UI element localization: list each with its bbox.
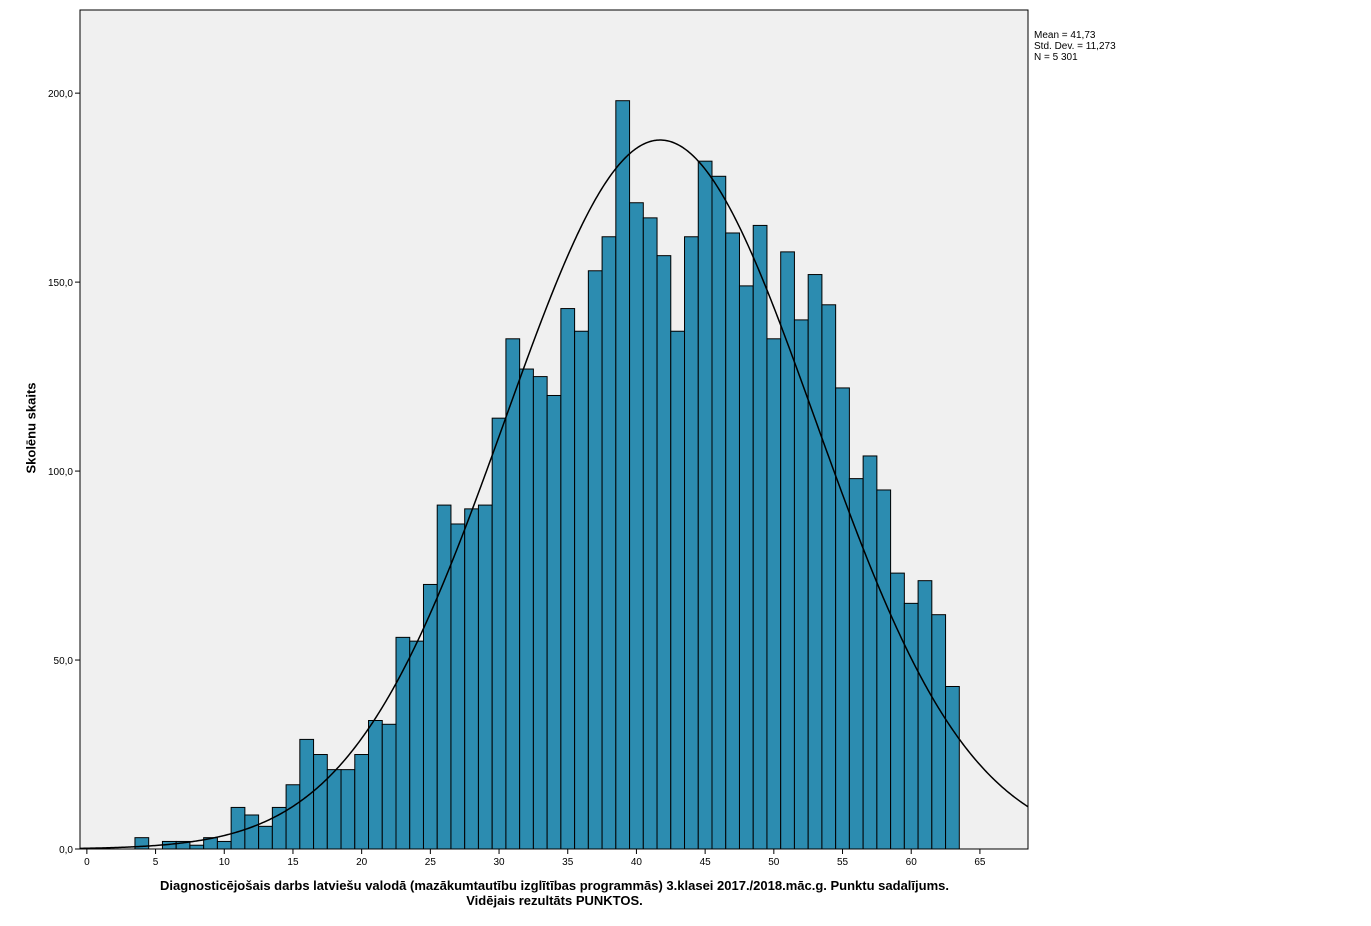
y-tick-label: 100,0	[48, 467, 73, 478]
histogram-bar	[189, 844, 205, 850]
histogram-bar	[725, 232, 740, 850]
histogram-bar	[326, 769, 342, 850]
y-axis: 0,0 50,0 100,0 150,0 200,0	[48, 89, 80, 856]
stats-n: N = 5 301	[1034, 52, 1078, 63]
histogram-bar	[450, 523, 466, 850]
histogram-bar	[354, 754, 370, 850]
histogram-bar	[546, 394, 562, 850]
histogram-bar	[230, 806, 246, 850]
histogram-bar	[752, 224, 768, 850]
x-axis-title-line1: Diagnosticējošais darbs latviešu valodā …	[160, 878, 949, 893]
x-tick-label: 5	[153, 857, 159, 868]
x-tick-label: 60	[906, 857, 918, 868]
histogram-bar	[903, 602, 919, 850]
histogram-bar	[766, 338, 782, 850]
stats-mean: Mean = 41,73	[1034, 30, 1096, 41]
histogram-bar	[738, 285, 754, 850]
histogram-bar	[642, 217, 658, 850]
histogram-bar	[793, 319, 809, 850]
x-tick-label: 55	[837, 857, 849, 868]
histogram-bar	[216, 840, 232, 850]
histogram-bar	[134, 837, 150, 850]
y-tick-label: 200,0	[48, 89, 73, 100]
x-tick-label: 45	[700, 857, 712, 868]
x-tick-label: 15	[287, 857, 299, 868]
histogram-bar	[890, 572, 905, 850]
histogram-bar	[409, 640, 424, 850]
histogram-bar	[835, 387, 850, 850]
histogram-bar	[368, 720, 383, 850]
histogram-bar	[587, 270, 603, 850]
x-tick-label: 50	[768, 857, 780, 868]
x-tick-label: 20	[356, 857, 368, 868]
histogram-bar	[670, 330, 686, 850]
stats-std-dev: Std. Dev. = 11,273	[1034, 41, 1116, 52]
histogram-bar	[629, 202, 644, 850]
x-tick-label: 10	[219, 857, 231, 868]
histogram-bar	[532, 376, 548, 850]
histogram-bar	[601, 236, 617, 850]
histogram-bar	[299, 738, 315, 850]
histogram-bar	[656, 255, 672, 850]
histogram-bar	[848, 478, 864, 850]
histogram-bar	[477, 504, 493, 850]
histogram-bar	[285, 784, 301, 850]
y-axis-title: Skolēnu skaits	[23, 382, 39, 474]
x-axis-title: Diagnosticējošais darbs latviešu valodā …	[80, 878, 1029, 908]
histogram-bar	[917, 580, 933, 850]
histogram-bar	[340, 769, 356, 850]
histogram-bar	[807, 274, 823, 850]
x-tick-label: 65	[974, 857, 986, 868]
histogram-bar	[711, 175, 727, 850]
x-axis-title-line2: Vidējais rezultāts PUNKTOS.	[466, 893, 643, 908]
y-tick-label: 0,0	[59, 845, 73, 856]
histogram-bar	[464, 508, 479, 850]
y-tick-label: 150,0	[48, 278, 73, 289]
histogram-bar	[615, 100, 631, 850]
histogram-bar	[821, 304, 837, 850]
histogram-bar	[271, 806, 287, 850]
histogram-bar	[862, 455, 878, 850]
x-tick-label: 0	[84, 857, 90, 868]
histogram-bar	[505, 338, 521, 850]
histogram-bar	[876, 489, 892, 850]
histogram-bar	[574, 330, 589, 850]
histogram-bar	[313, 754, 328, 850]
histogram-bar	[491, 417, 507, 850]
histogram-bar	[684, 236, 699, 850]
y-tick-label: 50,0	[54, 656, 74, 667]
histogram-bar	[381, 723, 397, 850]
histogram-bar	[519, 368, 534, 850]
histogram-bar	[931, 614, 947, 850]
x-axis: 0 5 10 15 20 25 30 35 40 45 50 55 60 65	[84, 849, 986, 868]
normal-curve	[79, 139, 1029, 850]
histogram-bar	[244, 814, 260, 850]
x-tick-label: 35	[562, 857, 574, 868]
histogram-bar	[560, 308, 576, 850]
histogram-bar	[258, 825, 273, 850]
histogram-bar	[436, 504, 452, 850]
x-tick-label: 40	[631, 857, 643, 868]
x-tick-label: 25	[425, 857, 437, 868]
histogram-bars	[134, 100, 960, 850]
x-tick-label: 30	[493, 857, 505, 868]
histogram-bar	[697, 160, 713, 850]
stats-box: Mean = 41,73 Std. Dev. = 11,273 N = 5 30…	[1034, 30, 1116, 63]
histogram-bar	[945, 685, 960, 850]
